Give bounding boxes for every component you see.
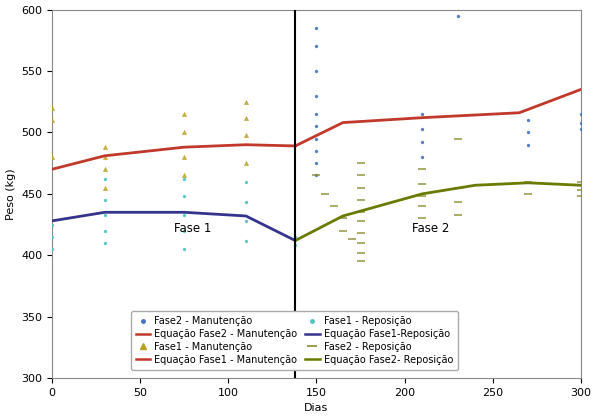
Point (47, 104, 57, 111)
Point (180, 129, 189, 136)
Point (356, 172, 365, 179)
Point (312, 25, 321, 31)
Point (241, 160, 251, 166)
Point (312, 92, 321, 99)
Point (100, 197, 110, 203)
Point (356, 258, 365, 265)
Point (100, 166, 110, 173)
Point (312, 67, 321, 74)
Legend: Fase2 - Manutenção, Equação Fase2 - Manutenção, Fase1 - Manutenção, Equação Fase: Fase2 - Manutenção, Equação Fase2 - Manu… (131, 311, 458, 370)
Point (347, 236, 356, 243)
Point (356, 209, 365, 216)
Point (321, 191, 330, 197)
Point (241, 132, 251, 138)
Point (356, 217, 365, 224)
Point (417, 154, 427, 160)
Point (576, 111, 586, 117)
Point (576, 193, 586, 200)
Point (100, 228, 110, 234)
Point (523, 178, 533, 185)
Point (312, 111, 321, 117)
Point (417, 166, 427, 173)
Point (100, 176, 110, 182)
Point (338, 215, 347, 222)
Point (453, 12, 462, 19)
Point (312, 172, 321, 179)
Point (417, 125, 427, 132)
Point (453, 199, 462, 206)
Point (47, 154, 57, 160)
Point (180, 111, 189, 117)
Point (180, 154, 189, 160)
Point (576, 119, 586, 126)
Point (47, 221, 57, 228)
Point (356, 230, 365, 237)
Point (523, 129, 533, 136)
Text: Fase 2: Fase 2 (413, 222, 450, 235)
Point (312, 135, 321, 142)
Point (312, 160, 321, 166)
Point (180, 228, 189, 234)
Point (338, 228, 347, 234)
Point (47, 246, 57, 253)
Point (180, 172, 189, 179)
Point (453, 184, 462, 191)
Point (417, 139, 427, 146)
Point (100, 212, 110, 218)
Point (330, 203, 339, 210)
Point (356, 240, 365, 246)
Point (356, 184, 365, 191)
Point (312, 43, 321, 50)
Point (180, 176, 189, 182)
Point (47, 117, 57, 124)
Point (356, 197, 365, 203)
Point (291, 242, 300, 249)
Point (356, 249, 365, 256)
Point (100, 240, 110, 246)
Point (241, 237, 251, 244)
Point (417, 215, 427, 222)
Point (576, 125, 586, 132)
Point (241, 217, 251, 224)
Point (576, 187, 586, 194)
Point (180, 212, 189, 218)
Point (291, 233, 300, 240)
Point (523, 141, 533, 148)
Point (453, 212, 462, 218)
Point (576, 178, 586, 185)
Point (523, 191, 533, 197)
Point (100, 144, 110, 150)
Point (241, 114, 251, 121)
Point (417, 111, 427, 117)
Point (241, 199, 251, 206)
Point (417, 193, 427, 200)
Point (356, 160, 365, 166)
Point (523, 117, 533, 124)
Point (453, 135, 462, 142)
Point (312, 172, 321, 179)
Point (47, 233, 57, 240)
Text: Fase 1: Fase 1 (174, 222, 212, 235)
Y-axis label: Peso (kg): Peso (kg) (5, 168, 16, 220)
X-axis label: Dias: Dias (304, 403, 328, 414)
Point (417, 203, 427, 210)
Point (100, 154, 110, 160)
Point (312, 123, 321, 129)
Point (241, 178, 251, 185)
Point (241, 98, 251, 105)
Point (180, 193, 189, 200)
Point (100, 184, 110, 191)
Point (417, 181, 427, 187)
Point (312, 147, 321, 154)
Point (180, 246, 189, 253)
